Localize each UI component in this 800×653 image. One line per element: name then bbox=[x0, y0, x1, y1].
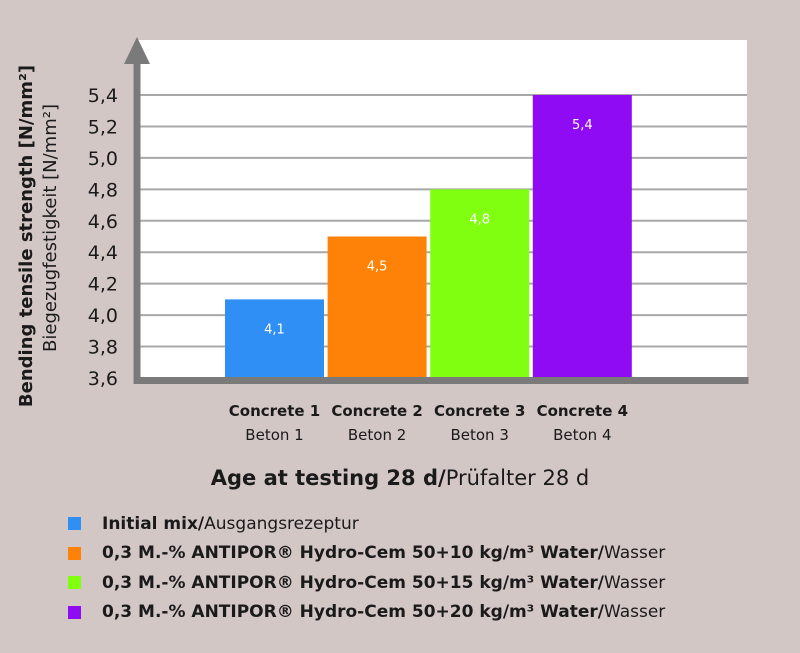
legend-swatch bbox=[68, 576, 81, 590]
category-label-en: Concrete 1 bbox=[229, 402, 320, 420]
legend-swatch bbox=[68, 517, 81, 531]
legend-item: 0,3 M.-% ANTIPOR® Hydro-Cem 50+10 kg/m³ … bbox=[68, 539, 665, 569]
y-tick-label: 4,8 bbox=[88, 179, 118, 201]
bar bbox=[225, 299, 324, 378]
y-tick-label: 4,4 bbox=[88, 242, 118, 264]
bars: 4,1 4,5 4,8 5,4 bbox=[225, 95, 632, 378]
y-axis-title: Bending tensile strength [N/mm²] Biegezu… bbox=[16, 65, 61, 407]
legend-label-bold: 0,3 M.-% ANTIPOR® Hydro-Cem 50+15 kg/m³ … bbox=[102, 572, 604, 593]
bar bbox=[532, 95, 632, 378]
y-axis-title-de: Biegezugfestigkeit [N/mm²] bbox=[40, 104, 61, 352]
category-label-de: Beton 2 bbox=[348, 426, 406, 444]
legend-label-regular: Wasser bbox=[603, 602, 666, 623]
bar bbox=[327, 236, 427, 378]
y-tick-label: 4,6 bbox=[88, 211, 118, 233]
legend-label-regular: Ausgangsrezeptur bbox=[204, 513, 359, 534]
bar bbox=[430, 189, 530, 378]
bar-value-label: 4,8 bbox=[469, 212, 490, 227]
category-label-de: Beton 1 bbox=[245, 426, 303, 444]
y-tick-labels: 3,6 3,8 4,0 4,2 4,4 4,6 4,8 5,0 5,2 5,4 bbox=[88, 85, 118, 390]
y-axis-arrow bbox=[124, 37, 150, 64]
y-tick-label: 5,4 bbox=[88, 85, 118, 107]
bar-value-label: 4,5 bbox=[367, 260, 388, 275]
legend: Initial mix/Ausgangsrezeptur 0,3 M.-% AN… bbox=[68, 509, 665, 627]
bar-value-label: 5,4 bbox=[572, 118, 593, 133]
y-tick-label: 5,2 bbox=[88, 116, 118, 138]
legend-item: 0,3 M.-% ANTIPOR® Hydro-Cem 50+20 kg/m³ … bbox=[68, 598, 665, 628]
axes bbox=[124, 37, 749, 384]
y-axis-title-en: Bending tensile strength [N/mm²] bbox=[16, 65, 37, 407]
y-axis-line bbox=[133, 60, 141, 384]
y-tick-label: 4,2 bbox=[88, 274, 118, 296]
category-label-de: Beton 3 bbox=[450, 426, 508, 444]
x-axis-line bbox=[133, 377, 749, 384]
category-label-de: Beton 4 bbox=[553, 426, 611, 444]
y-tick-label: 3,8 bbox=[88, 337, 118, 359]
x-axis-title-de: Prüfalter 28 d bbox=[445, 466, 590, 490]
legend-label-regular: Wasser bbox=[603, 572, 666, 593]
legend-label-bold: Initial mix/ bbox=[102, 513, 205, 534]
legend-swatch bbox=[68, 546, 81, 560]
bar-chart: 4,1 4,5 4,8 5,4 3,6 3,8 4,0 4,2 4,4 4,6 4,8 5,0 5,2… bbox=[16, 37, 749, 444]
bar-value-label: 4,1 bbox=[264, 322, 285, 337]
y-tick-label: 3,6 bbox=[88, 368, 118, 390]
category-labels: Concrete 1 Beton 1 Concrete 2 Beton 2 Concre… bbox=[229, 402, 628, 444]
category-label-en: Concrete 3 bbox=[434, 402, 525, 420]
category-label-en: Concrete 2 bbox=[331, 402, 422, 420]
y-tick-label: 4,0 bbox=[88, 305, 118, 327]
y-tick-label: 5,0 bbox=[88, 148, 118, 170]
legend-swatch bbox=[68, 605, 81, 619]
x-axis-title-en: Age at testing 28 d/ bbox=[210, 466, 446, 490]
x-axis-title: Age at testing 28 d/Prüfalter 28 d bbox=[0, 466, 800, 490]
legend-item: Initial mix/Ausgangsrezeptur bbox=[68, 509, 665, 539]
legend-label-bold: 0,3 M.-% ANTIPOR® Hydro-Cem 50+10 kg/m³ … bbox=[102, 543, 604, 564]
legend-label-bold: 0,3 M.-% ANTIPOR® Hydro-Cem 50+20 kg/m³ … bbox=[102, 602, 604, 623]
legend-label-regular: Wasser bbox=[603, 543, 666, 564]
legend-item: 0,3 M.-% ANTIPOR® Hydro-Cem 50+15 kg/m³ … bbox=[68, 568, 665, 598]
category-label-en: Concrete 4 bbox=[537, 402, 628, 420]
